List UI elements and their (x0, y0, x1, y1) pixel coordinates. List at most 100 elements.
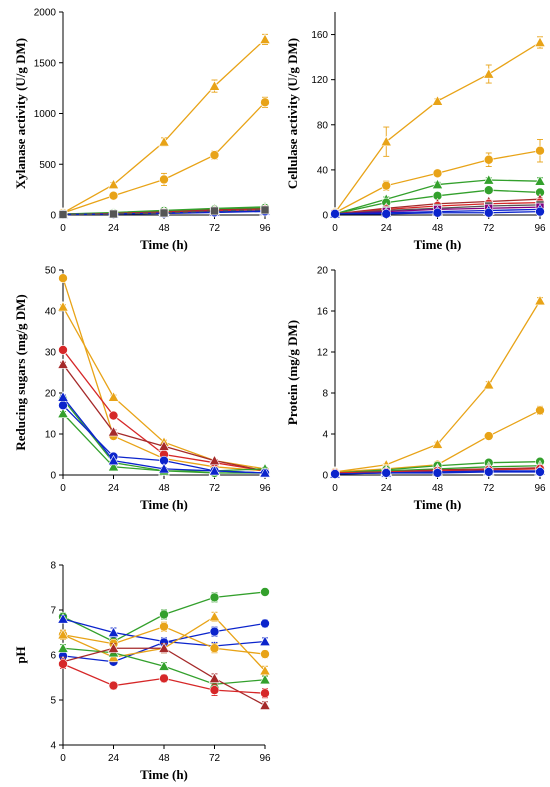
y-tick-label: 20 (317, 266, 329, 277)
data-point (535, 145, 545, 156)
data-point (159, 673, 169, 684)
data-point (58, 210, 68, 219)
data-point (159, 621, 169, 632)
data-point (107, 460, 120, 472)
series-2 (58, 96, 270, 218)
data-point (158, 136, 170, 147)
y-tick-label: 5 (50, 696, 56, 707)
x-axis-label: Time (h) (140, 497, 188, 512)
x-axis-label: Time (h) (140, 237, 188, 252)
x-tick-label: 0 (60, 223, 66, 234)
series-8 (57, 391, 271, 478)
data-point (208, 465, 221, 476)
data-point (109, 209, 118, 219)
x-tick-label: 72 (209, 223, 221, 234)
x-tick-label: 24 (108, 483, 120, 494)
chart-2: 0 40 80 120 160 0 24 48 72 96 Time (h) Cellulase ac… (285, 12, 546, 252)
data-point (58, 659, 68, 669)
x-tick-label: 24 (108, 753, 120, 764)
data-point (208, 454, 221, 466)
data-point (534, 294, 546, 306)
data-point (330, 209, 340, 219)
y-axis-label: Cellulase activity (U/g DM) (285, 38, 300, 189)
series-8 (330, 467, 545, 479)
series-2 (330, 138, 545, 218)
x-tick-label: 72 (209, 483, 221, 494)
data-point (431, 438, 444, 449)
data-point (108, 410, 119, 421)
x-tick-label: 48 (158, 753, 170, 764)
y-tick-label: 30 (45, 348, 57, 359)
data-point (107, 426, 120, 437)
data-point (330, 469, 340, 479)
data-point (159, 609, 169, 620)
y-tick-label: 6 (50, 651, 56, 662)
x-tick-label: 24 (381, 223, 393, 234)
data-point (260, 618, 270, 629)
x-tick-label: 24 (381, 483, 393, 494)
data-point (432, 207, 443, 218)
y-tick-label: 0 (50, 211, 56, 222)
data-point (534, 175, 546, 186)
data-point (535, 405, 545, 416)
y-tick-label: 4 (322, 430, 328, 441)
data-point (107, 391, 120, 402)
x-tick-label: 48 (432, 223, 444, 234)
data-point (158, 440, 170, 451)
y-tick-label: 50 (45, 266, 57, 277)
data-point (431, 95, 444, 106)
data-point (260, 688, 270, 699)
x-tick-label: 0 (332, 483, 338, 494)
data-point (381, 468, 392, 478)
x-tick-label: 96 (259, 483, 271, 494)
y-tick-label: 8 (50, 561, 56, 572)
data-point (210, 206, 219, 216)
x-tick-label: 72 (209, 753, 221, 764)
x-tick-label: 48 (158, 483, 170, 494)
data-point (483, 378, 495, 390)
data-point (108, 680, 119, 691)
data-point (58, 400, 68, 411)
axis-frame (62, 565, 265, 746)
series-8 (58, 659, 270, 699)
y-tick-label: 12 (317, 348, 329, 359)
y-tick-label: 10 (45, 430, 57, 441)
data-point (57, 301, 69, 312)
series-10 (330, 206, 545, 219)
data-point (159, 174, 169, 185)
data-point (483, 154, 494, 165)
y-tick-label: 1000 (34, 109, 57, 120)
chart-5: 4 5 6 7 8 0 24 48 72 96 Time (h) pH (13, 561, 271, 783)
data-point (57, 407, 69, 418)
data-point (535, 206, 545, 217)
y-tick-label: 0 (322, 211, 328, 222)
data-point (208, 672, 221, 683)
data-point (483, 207, 494, 218)
data-point (259, 699, 271, 710)
x-tick-label: 48 (432, 483, 444, 494)
data-point (380, 135, 392, 147)
data-point (259, 673, 271, 685)
data-point (381, 209, 392, 219)
data-point (534, 36, 546, 47)
x-tick-label: 72 (483, 223, 495, 234)
series-1 (329, 294, 546, 477)
data-point (431, 178, 444, 190)
x-tick-label: 72 (483, 483, 495, 494)
y-tick-label: 120 (311, 75, 328, 86)
x-tick-label: 0 (332, 223, 338, 234)
data-point (158, 660, 170, 671)
x-tick-label: 96 (259, 223, 271, 234)
y-tick-label: 80 (317, 120, 329, 131)
data-point (483, 467, 494, 477)
y-tick-label: 16 (317, 307, 329, 318)
series-9 (58, 205, 270, 219)
y-tick-label: 2000 (34, 8, 57, 19)
data-point (209, 626, 220, 637)
data-point (432, 168, 443, 179)
y-tick-label: 7 (50, 606, 56, 617)
series-line (62, 209, 266, 216)
data-point (58, 273, 68, 284)
